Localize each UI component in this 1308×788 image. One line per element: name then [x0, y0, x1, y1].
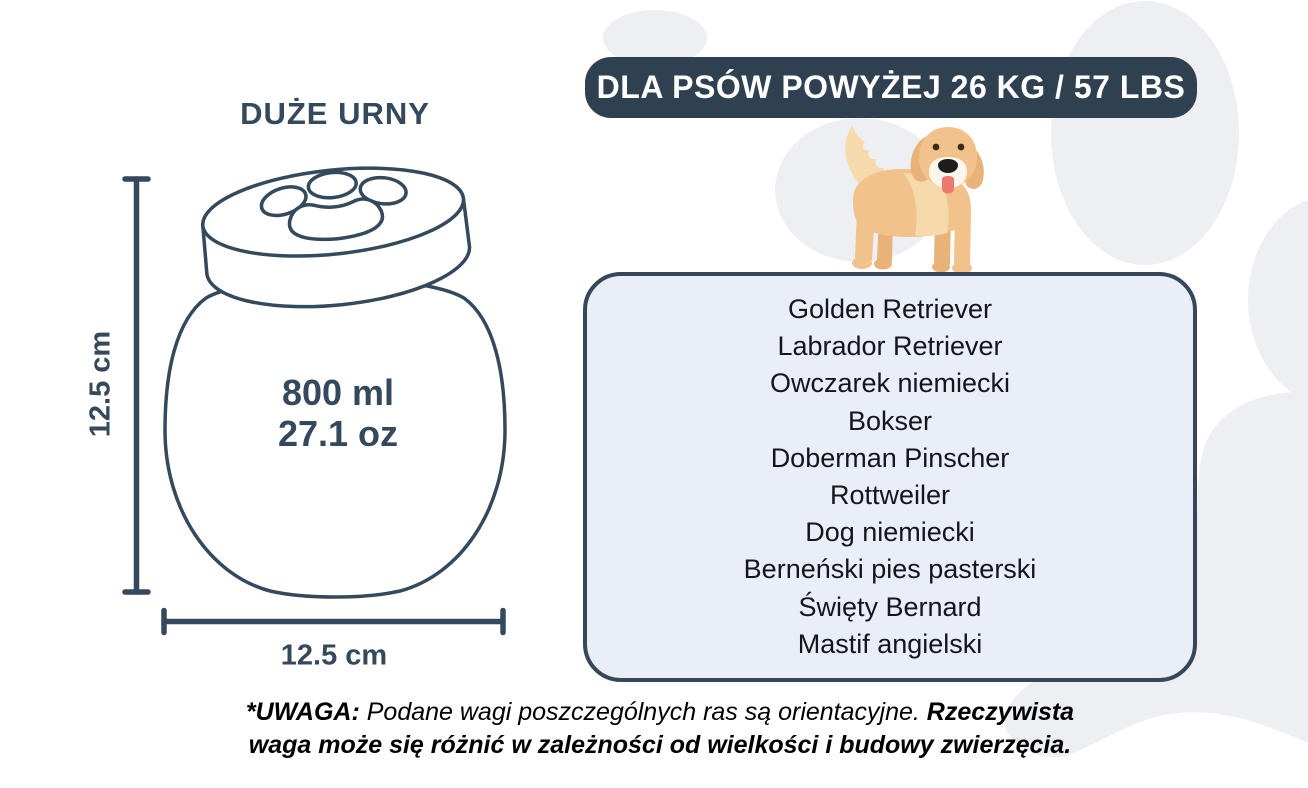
footnote-prefix: *UWAGA:: [245, 698, 360, 726]
urn-volume-label: 800 ml 27.1 oz: [278, 372, 398, 454]
weight-category-badge: DLA PSÓW POWYŻEJ 26 KG / 57 LBS: [585, 57, 1197, 118]
volume-oz: 27.1 oz: [277, 413, 399, 454]
breed-item: Rottweiler: [829, 480, 951, 510]
breed-item: Doberman Pinscher: [770, 442, 1010, 473]
breed-list-box: Golden Retriever Labrador Retriever Owcz…: [583, 272, 1197, 682]
breed-item: Labrador Retriever: [777, 331, 1003, 362]
footnote-line-1: *UWAGA: Podane wagi poszczególnych ras s…: [140, 696, 1180, 729]
paw-print-icon: [259, 170, 408, 242]
page-title: DUŻE URNY: [240, 96, 430, 131]
urn-lid: [201, 166, 472, 309]
dog-icon: [845, 125, 984, 272]
breed-item: Święty Bernard: [798, 591, 982, 622]
breed-item: Bokser: [847, 405, 933, 436]
dimension-lines: [122, 176, 506, 636]
urn-diagram: [163, 166, 507, 599]
height-dimension-label: 12.5 cm: [84, 330, 117, 438]
width-dimension-line: [161, 607, 506, 636]
breed-item: Golden Retriever: [787, 293, 993, 324]
width-dimension-label: 12.5 cm: [280, 639, 388, 672]
breed-item: Berneński pies pasterski: [743, 554, 1037, 585]
breed-item: Dog niemiecki: [805, 517, 975, 548]
golden-retriever-illustration: [845, 125, 984, 272]
footnote: *UWAGA: Podane wagi poszczególnych ras s…: [140, 696, 1180, 762]
breed-item: Owczarek niemiecki: [769, 368, 1011, 399]
breed-item: Mastif angielski: [797, 628, 983, 659]
height-dimension-line: [122, 176, 151, 595]
footnote-regular: Podane wagi poszczególnych ras są orient…: [366, 698, 920, 726]
footnote-line-2: waga może się różnić w zależności od wie…: [248, 731, 1072, 759]
volume-ml: 800 ml: [281, 372, 395, 413]
urn-body: [163, 276, 507, 599]
footnote-bold-lead: Rzeczywista: [926, 698, 1075, 726]
